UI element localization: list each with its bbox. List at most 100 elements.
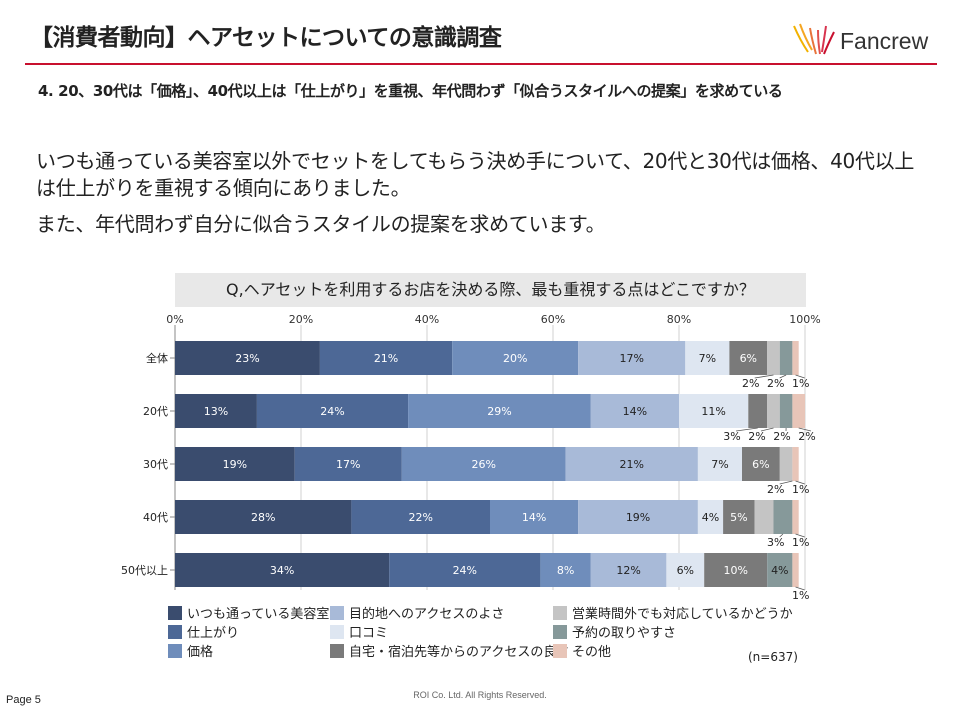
bar-segment: [175, 447, 295, 481]
slide-title: 【消費者動向】ヘアセットについての意識調査: [30, 25, 502, 51]
bar-segment: [590, 394, 679, 428]
bar-data-label: 4%: [702, 511, 719, 524]
sample-size-note: (n=637): [748, 650, 798, 664]
bar-segment: [723, 500, 755, 534]
bar-segment: [697, 447, 742, 481]
callout-label: 3%: [767, 536, 784, 549]
callout-leader: [779, 480, 793, 485]
legend-label: いつも通っている美容室: [187, 607, 330, 622]
bar-segment: [175, 394, 257, 428]
bar-segment: [779, 447, 793, 481]
bar-data-label: 17%: [336, 458, 360, 471]
logo-text: Fancrew: [840, 28, 929, 54]
bar-data-label: 28%: [251, 511, 275, 524]
bar-segment: [742, 447, 780, 481]
body-text: いつも通っている美容室以外でセットをしてもらう決め手について、20代と30代は価…: [36, 148, 926, 247]
legend-label: 目的地へのアクセスのよさ: [349, 607, 505, 622]
fancrew-logo-icon: [793, 23, 835, 55]
bar-segment: [779, 394, 793, 428]
bar-segment: [351, 500, 490, 534]
bar-data-label: 8%: [557, 564, 574, 577]
title-divider: [25, 63, 937, 65]
bar-segment: [792, 553, 799, 587]
callout-label: 1%: [792, 536, 809, 549]
category-label: 30代: [143, 458, 168, 471]
bar-segment: [767, 553, 793, 587]
bar-data-label: 19%: [223, 458, 247, 471]
bar-segment: [779, 341, 793, 375]
callout-label: 2%: [798, 430, 815, 443]
legend-item: 自宅・宿泊先等からのアクセスの良さ: [330, 642, 570, 660]
legend-item: 予約の取りやすさ: [553, 623, 677, 641]
bar-segment: [773, 500, 793, 534]
callout-label: 2%: [767, 377, 784, 390]
bar-data-label: 11%: [701, 405, 725, 418]
bar-segment: [679, 394, 749, 428]
bar-segment: [175, 553, 390, 587]
bar-segment: [754, 500, 774, 534]
page-number: Page 5: [6, 694, 41, 706]
callout-leader: [735, 427, 758, 432]
legend-swatch: [330, 643, 344, 658]
callout-leader: [795, 533, 805, 538]
bar-segment: [175, 341, 320, 375]
legend-item: 目的地へのアクセスのよさ: [330, 604, 505, 622]
legend-label: 予約の取りやすさ: [572, 626, 677, 641]
legend-swatch: [553, 643, 567, 658]
bar-data-label: 7%: [699, 352, 716, 365]
bar-segment: [697, 500, 724, 534]
legend-swatch: [553, 605, 567, 620]
callout-label: 2%: [767, 483, 784, 496]
legend-label: 仕上がり: [187, 626, 240, 641]
bar-segment: [685, 341, 730, 375]
bar-segment: [540, 553, 591, 587]
category-label: 40代: [143, 511, 168, 524]
legend-swatch: [330, 624, 344, 639]
bar-segment: [490, 500, 579, 534]
bar-segment: [792, 394, 805, 428]
x-tick-label: 80%: [667, 313, 691, 326]
callout-label: 1%: [792, 483, 809, 496]
bar-data-label: 6%: [677, 564, 694, 577]
bar-data-label: 23%: [235, 352, 259, 365]
bar-segment: [175, 500, 352, 534]
callout-leader: [795, 374, 805, 379]
legend-swatch: [168, 605, 182, 620]
legend-item: 営業時間外でも対応しているかどうか: [553, 604, 793, 622]
bar-segment: [319, 341, 453, 375]
question-box: Q,ヘアセットを利用するお店を決める際、最も重視する点はどこですか？: [175, 273, 806, 307]
legend-label: その他: [572, 645, 612, 660]
legend-item: いつも通っている美容室: [168, 604, 330, 622]
bar-data-label: 19%: [626, 511, 650, 524]
bar-segment: [578, 500, 698, 534]
bar-segment: [767, 341, 780, 375]
bar-data-label: 21%: [374, 352, 398, 365]
slide-subtitle: 4. 20、30代は「価格」、40代以上は「仕上がり」を重視、年代問わず「似合う…: [38, 82, 783, 100]
bar-segment: [401, 447, 566, 481]
callout-leader: [754, 374, 774, 379]
bar-data-label: 6%: [752, 458, 769, 471]
bar-data-label: 22%: [408, 511, 432, 524]
bar-data-label: 29%: [487, 405, 511, 418]
legend-swatch: [168, 624, 182, 639]
legend-item: 仕上がり: [168, 623, 240, 641]
callout-label: 2%: [773, 430, 790, 443]
legend-item: 価格: [168, 642, 214, 660]
category-label: 20代: [143, 405, 168, 418]
bar-data-label: 4%: [771, 564, 788, 577]
legend-label: 自宅・宿泊先等からのアクセスの良さ: [349, 645, 570, 660]
bar-segment: [748, 394, 768, 428]
legend-label: 価格: [187, 645, 214, 660]
fancrew-logo: Fancrew: [790, 20, 935, 60]
callout-label: 2%: [742, 377, 759, 390]
callout-leader: [795, 586, 805, 591]
x-tick-label: 20%: [289, 313, 313, 326]
bar-segment: [729, 341, 768, 375]
bar-segment: [565, 447, 698, 481]
legend-label: 営業時間外でも対応しているかどうか: [572, 607, 793, 622]
bar-segment: [666, 553, 705, 587]
bar-data-label: 6%: [740, 352, 757, 365]
bar-segment: [590, 553, 667, 587]
legend-item: その他: [553, 642, 612, 660]
